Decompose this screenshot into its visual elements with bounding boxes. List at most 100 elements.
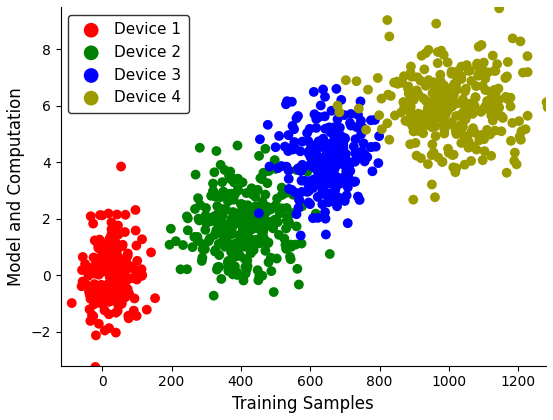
Device 1 (79, 254, 87, 260)
Device 2 (212, 211, 221, 218)
Device 4 (491, 89, 500, 96)
Device 3 (310, 164, 319, 171)
Device 2 (233, 142, 242, 149)
Device 4 (434, 94, 443, 101)
Device 1 (124, 291, 133, 297)
Device 2 (236, 241, 245, 248)
Device 2 (273, 219, 282, 226)
Device 3 (316, 169, 325, 176)
Device 1 (103, 253, 112, 260)
Device 1 (101, 286, 110, 292)
Device 2 (232, 271, 241, 278)
Device 2 (222, 221, 231, 228)
Device 3 (311, 146, 320, 152)
Device 4 (438, 158, 447, 165)
Device 2 (225, 227, 234, 234)
Device 4 (467, 102, 476, 108)
Device 2 (195, 217, 204, 224)
Device 1 (112, 329, 121, 336)
Device 4 (445, 97, 454, 103)
Device 3 (337, 175, 346, 181)
Device 3 (353, 193, 362, 200)
Device 1 (121, 260, 130, 267)
Device 2 (166, 226, 175, 232)
Device 3 (298, 166, 306, 173)
Device 1 (116, 290, 125, 297)
Device 1 (133, 257, 142, 264)
Device 1 (103, 289, 112, 296)
Device 2 (248, 226, 257, 232)
Device 3 (310, 163, 319, 170)
Device 1 (108, 253, 117, 260)
Device 4 (486, 97, 495, 103)
Device 4 (449, 151, 458, 158)
Device 2 (242, 204, 251, 210)
Device 3 (340, 197, 349, 204)
Device 2 (246, 223, 255, 230)
Device 3 (335, 133, 343, 140)
Device 4 (435, 98, 444, 105)
Device 2 (232, 269, 241, 276)
Device 4 (458, 96, 467, 102)
Device 2 (236, 242, 245, 249)
Device 1 (99, 292, 108, 299)
Device 2 (243, 229, 252, 236)
Device 2 (194, 238, 203, 244)
Device 2 (228, 224, 237, 231)
Device 2 (247, 250, 255, 257)
Device 3 (341, 151, 349, 158)
Device 3 (351, 178, 359, 185)
Device 3 (367, 117, 375, 123)
Device 2 (222, 207, 231, 213)
Device 4 (517, 128, 526, 134)
Device 2 (254, 210, 263, 217)
Device 2 (257, 202, 266, 209)
Device 4 (444, 107, 452, 113)
Device 2 (218, 206, 227, 213)
Device 2 (271, 165, 280, 172)
Device 2 (255, 205, 264, 212)
Device 2 (193, 234, 202, 240)
Device 3 (319, 86, 327, 93)
Device 3 (315, 160, 324, 166)
Device 4 (413, 117, 422, 124)
Device 2 (266, 206, 275, 213)
Device 4 (462, 62, 471, 68)
Device 2 (184, 227, 192, 234)
Device 3 (329, 198, 338, 205)
Device 4 (472, 83, 481, 89)
Device 2 (251, 193, 260, 200)
Device 3 (327, 196, 336, 202)
Device 4 (404, 86, 413, 92)
Device 3 (306, 154, 315, 160)
Device 3 (351, 150, 359, 157)
Device 3 (314, 215, 322, 221)
Device 4 (408, 89, 417, 95)
Device 2 (209, 213, 218, 220)
Device 4 (402, 102, 411, 109)
Device 2 (237, 201, 246, 207)
Device 2 (226, 190, 235, 197)
Device 4 (495, 5, 504, 12)
Device 4 (401, 118, 410, 124)
Device 4 (437, 158, 446, 165)
Device 3 (349, 178, 358, 185)
Device 3 (310, 111, 319, 118)
Device 2 (260, 212, 269, 218)
Device 3 (309, 181, 317, 188)
Device 2 (298, 203, 306, 210)
Device 2 (263, 205, 272, 212)
Device 2 (277, 184, 286, 191)
Device 4 (446, 93, 455, 100)
Device 4 (404, 100, 413, 106)
Device 4 (467, 100, 476, 107)
Device 3 (349, 143, 358, 150)
Device 1 (116, 262, 124, 269)
Device 2 (275, 210, 284, 217)
Device 4 (489, 109, 498, 116)
Device 1 (112, 285, 121, 292)
Device 4 (417, 112, 426, 118)
Device 3 (332, 142, 341, 149)
Device 1 (129, 265, 138, 272)
Device 1 (103, 248, 112, 255)
